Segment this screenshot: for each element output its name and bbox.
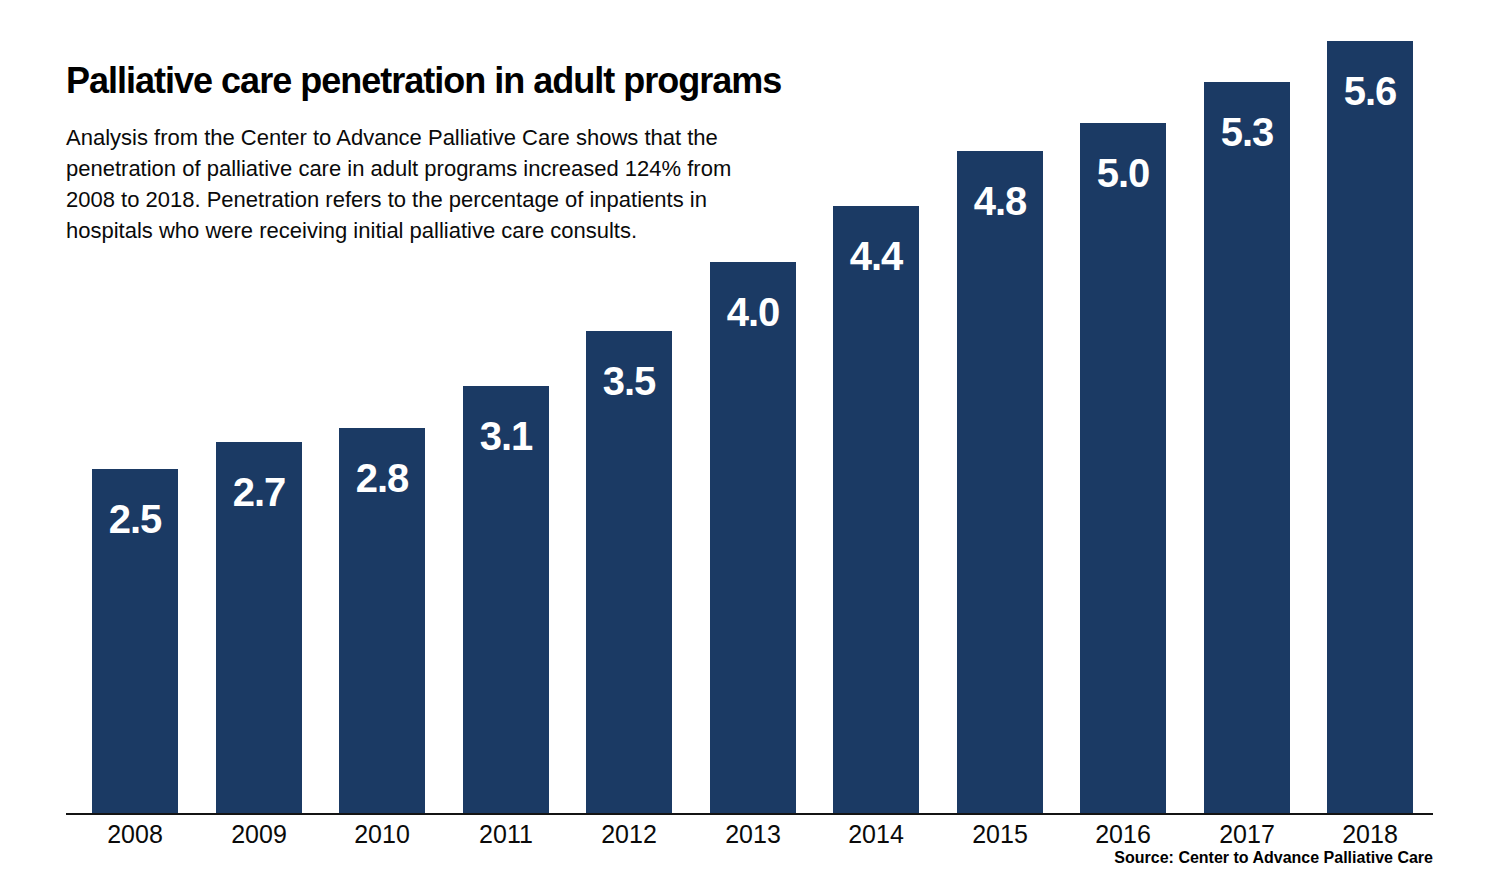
- bar-value-label: 3.5: [586, 331, 672, 401]
- bar: 5.0: [1080, 123, 1166, 815]
- bar-value-label: 4.4: [833, 206, 919, 276]
- x-tick-label: 2009: [197, 822, 321, 847]
- bar-value-label: 2.7: [216, 442, 302, 512]
- x-axis-line: [66, 813, 1433, 815]
- bar-value-label: 2.5: [92, 469, 178, 539]
- bar: 3.5: [586, 331, 672, 815]
- subtitle-line: hospitals who were receiving initial pal…: [66, 215, 731, 246]
- page-title: Palliative care penetration in adult pro…: [66, 63, 781, 99]
- subtitle-line: 2008 to 2018. Penetration refers to the …: [66, 184, 731, 215]
- x-tick-label: 2008: [73, 822, 197, 847]
- source-note: Source: Center to Advance Palliative Car…: [1114, 850, 1433, 866]
- bar: 4.0: [710, 262, 796, 815]
- bar: 3.1: [463, 386, 549, 815]
- x-tick-label: 2015: [938, 822, 1062, 847]
- subtitle-line: Analysis from the Center to Advance Pall…: [66, 122, 731, 153]
- bar: 4.4: [833, 206, 919, 815]
- bar-value-label: 4.8: [957, 151, 1043, 221]
- bar: 2.7: [216, 442, 302, 815]
- x-tick-label: 2012: [567, 822, 691, 847]
- bar-value-label: 5.6: [1327, 41, 1413, 111]
- bar-value-label: 5.0: [1080, 123, 1166, 193]
- x-tick-label: 2018: [1308, 822, 1432, 847]
- bar: 5.3: [1204, 82, 1290, 815]
- bar: 5.6: [1327, 41, 1413, 815]
- bar-value-label: 2.8: [339, 428, 425, 498]
- bar-value-label: 3.1: [463, 386, 549, 456]
- x-tick-label: 2011: [444, 822, 568, 847]
- subtitle-line: penetration of palliative care in adult …: [66, 153, 731, 184]
- x-tick-label: 2016: [1061, 822, 1185, 847]
- bar: 4.8: [957, 151, 1043, 815]
- x-tick-label: 2014: [814, 822, 938, 847]
- chart-canvas: Palliative care penetration in adult pro…: [0, 0, 1500, 880]
- x-tick-label: 2010: [320, 822, 444, 847]
- bar: 2.8: [339, 428, 425, 815]
- x-tick-label: 2013: [691, 822, 815, 847]
- bar-value-label: 4.0: [710, 262, 796, 332]
- bar-value-label: 5.3: [1204, 82, 1290, 152]
- chart-subtitle: Analysis from the Center to Advance Pall…: [66, 122, 731, 246]
- bar: 2.5: [92, 469, 178, 815]
- x-tick-label: 2017: [1185, 822, 1309, 847]
